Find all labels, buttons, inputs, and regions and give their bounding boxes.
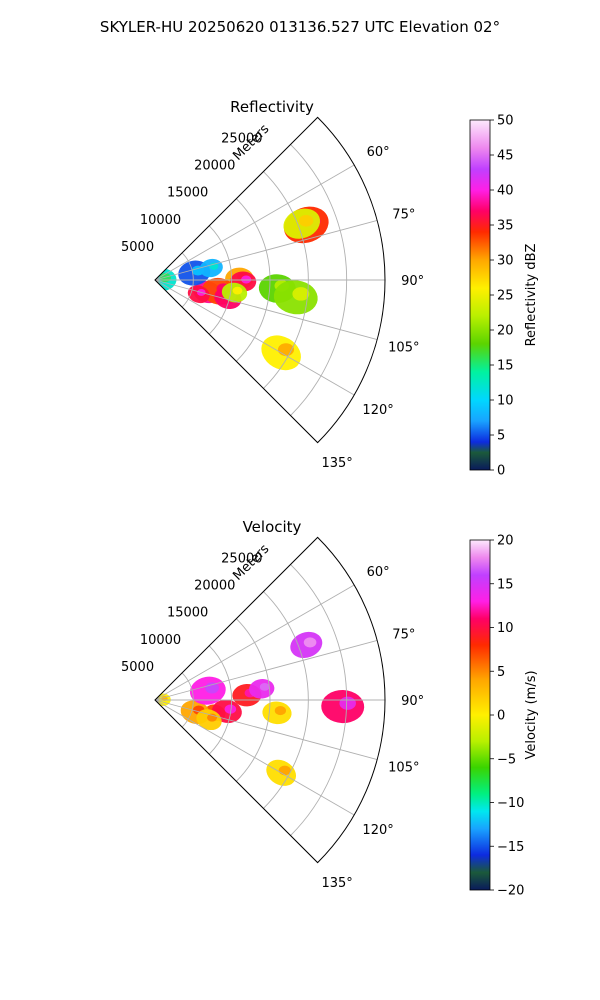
sector-frame (154, 536, 386, 864)
echo-core (224, 704, 237, 714)
echo-core (241, 275, 252, 284)
angle-tick-label: 135° (321, 876, 352, 891)
reflectivity-grid (154, 116, 386, 444)
colorbar-tick-label: 0 (497, 709, 505, 724)
echo-core (259, 682, 270, 691)
radial-tick-label: 20000 (194, 579, 235, 594)
reflectivity-echoes (155, 206, 329, 371)
colorbar-tick-label: 5 (497, 665, 505, 680)
echo-core (205, 682, 219, 694)
echo-core (292, 287, 310, 301)
colorbar-tick-label: 35 (497, 219, 514, 234)
colorbar-tick-label: 10 (497, 621, 514, 636)
colorbar-tick-label: 25 (497, 289, 514, 304)
angle-grid-line (154, 584, 355, 701)
radial-tick-label: 10000 (140, 213, 181, 228)
angle-tick-label: 75° (392, 207, 415, 222)
radial-tick-label: 20000 (194, 159, 235, 174)
radial-tick-label: 25000 (221, 131, 262, 146)
angle-tick-label: 75° (392, 627, 415, 642)
colorbar-tick-label: −10 (497, 796, 524, 811)
radial-tick-label: 5000 (121, 240, 154, 255)
angle-tick-label: 60° (367, 145, 390, 160)
angle-tick-label: 90° (401, 694, 424, 709)
angle-tick-label: 60° (367, 565, 390, 580)
colorbar-gradient (469, 119, 491, 471)
reflectivity-panel: Reflectivity 500010000150002000025000Met… (121, 98, 539, 479)
colorbar-tick-label: 15 (497, 577, 514, 592)
colorbar-tick-label: 40 (497, 184, 514, 199)
echo-core (274, 706, 287, 716)
velocity-colorbar: −20 −15 −10 −5 0 5 10 15 20 Velocity (m/s) (469, 534, 539, 899)
angle-grid-line (154, 279, 378, 340)
angle-grid-line (154, 220, 378, 281)
angle-tick-label: 90° (401, 274, 424, 289)
reflectivity-plot-title: Reflectivity (230, 98, 314, 116)
angle-tick-label: 120° (362, 823, 393, 838)
colorbar-tick-label: 20 (497, 534, 514, 549)
radial-tick-label: 15000 (167, 186, 208, 201)
colorbar-tick-label: 50 (497, 114, 514, 129)
colorbar-gradient (469, 539, 491, 891)
colorbar-tick-label: 45 (497, 149, 514, 164)
angle-tick-label: 105° (388, 341, 419, 356)
angle-grid-line (154, 279, 355, 396)
angle-grid-line (154, 699, 378, 760)
colorbar-label: Velocity (m/s) (524, 670, 539, 759)
colorbar-tick-label: 5 (497, 429, 505, 444)
angle-grid-line (154, 640, 378, 701)
reflectivity-colorbar: 0 5 10 15 20 25 30 35 40 45 50 Reflectivity dBZ (469, 114, 539, 479)
colorbar-tick-label: 10 (497, 394, 514, 409)
colorbar-tick-label: 0 (497, 464, 505, 479)
colorbar-tick-label: −15 (497, 840, 524, 855)
colorbar-tick-label: 30 (497, 254, 514, 269)
colorbar-tick-label: −5 (497, 752, 516, 767)
angle-tick-label: 105° (388, 761, 419, 776)
echo-core (339, 696, 356, 710)
echo-core (232, 286, 243, 295)
radial-tick-label: 25000 (221, 551, 262, 566)
angle-grid-line (154, 699, 355, 816)
sector-frame (154, 116, 386, 444)
colorbar-label: Reflectivity dBZ (524, 244, 539, 347)
colorbar-tick-label: 20 (497, 324, 514, 339)
velocity-plot-title: Velocity (243, 518, 302, 536)
angle-tick-label: 135° (321, 456, 352, 471)
echo-core (298, 214, 314, 227)
radial-tick-label: 5000 (121, 660, 154, 675)
radial-tick-label: 10000 (140, 633, 181, 648)
velocity-grid (154, 536, 386, 864)
echo-core (303, 637, 317, 648)
colorbar-tick-label: 15 (497, 359, 514, 374)
colorbar-tick-label: −20 (497, 884, 524, 899)
angle-grid-line (154, 164, 355, 281)
radial-tick-label: 15000 (167, 606, 208, 621)
figure-title: SKYLER-HU 20250620 013136.527 UTC Elevat… (100, 18, 500, 36)
angle-tick-label: 120° (362, 403, 393, 418)
